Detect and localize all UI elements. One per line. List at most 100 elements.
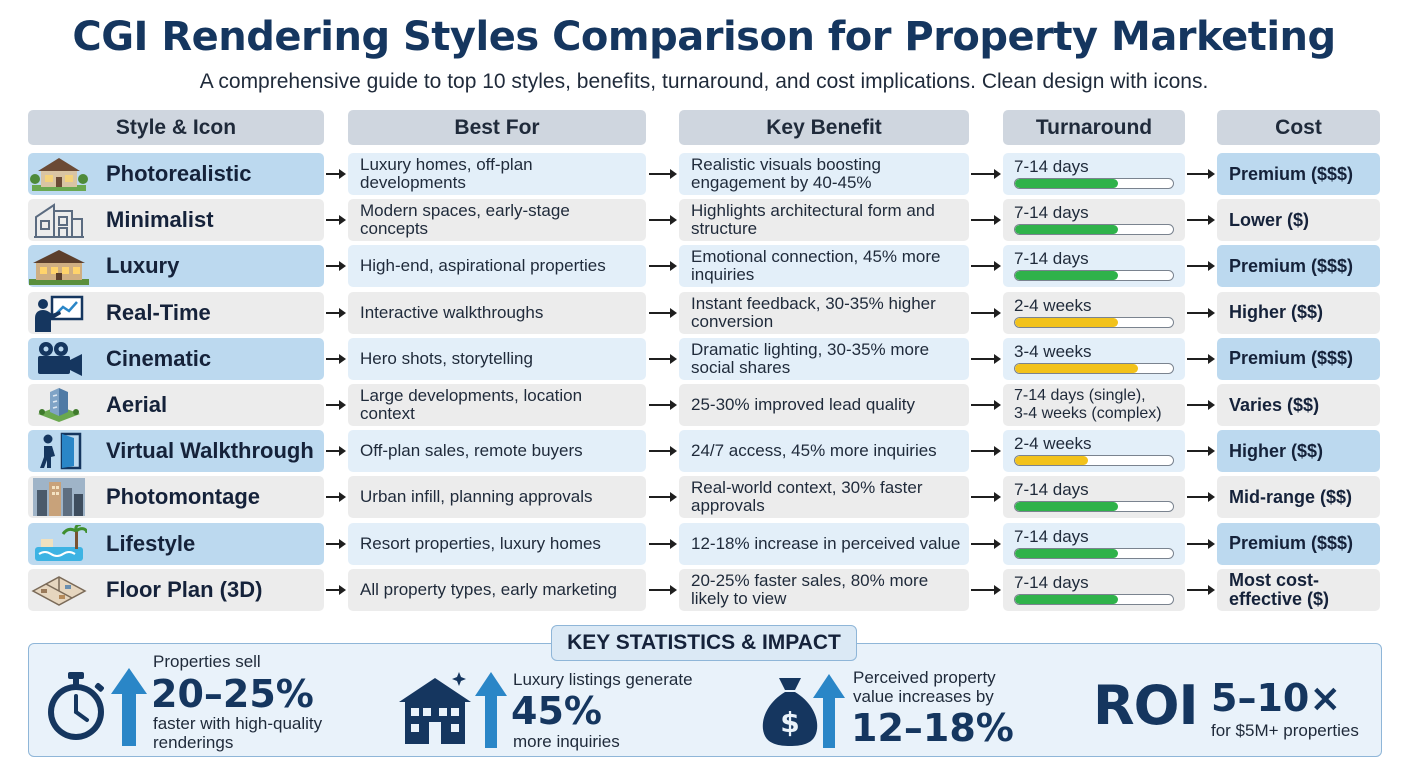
arrow-icon [1187, 400, 1215, 410]
benefit-cell: 12-18% increase in perceived value [679, 522, 969, 565]
arrow-icon [326, 400, 346, 410]
up-arrow-icon [475, 672, 507, 748]
roi-label: ROI [1093, 674, 1199, 737]
stat1-value: 20–25% [151, 672, 314, 716]
turnaround-cell: 3-4 weeks [1003, 337, 1185, 380]
turnaround-bar [1014, 178, 1174, 189]
cost-cell: Mid-range ($$) [1217, 476, 1380, 519]
style-name: Lifestyle [106, 530, 196, 556]
benefit-cell: Highlights architectural form and struct… [679, 199, 969, 242]
presenter-icon [28, 292, 90, 334]
column-header-cost: Cost [1217, 110, 1380, 145]
arrow-icon [971, 261, 1001, 272]
stat1-post-text-2: renderings [153, 733, 234, 752]
turnaround-bar-fill [1015, 502, 1118, 512]
benefit-cell: Real-world context, 30% faster approvals [679, 476, 969, 519]
arrow-icon [971, 446, 1001, 457]
benefit-cell: 20-25% faster sales, 80% more likely to … [679, 568, 969, 611]
turnaround-bar-fill [1015, 548, 1118, 558]
best-for-text: Large developments, location context [360, 386, 583, 423]
style-name: Photomontage [106, 484, 260, 510]
best-for-text: High-end, aspirational properties [360, 256, 606, 276]
table-row: Photomontage Urban infill, planning appro… [0, 476, 1408, 519]
mansion-icon [28, 245, 90, 287]
turnaround-bar-fill [1015, 363, 1139, 373]
style-cell: Lifestyle [28, 522, 324, 565]
arrow-icon [1187, 169, 1215, 179]
cost-cell: Lower ($) [1217, 199, 1380, 242]
arrow-icon [326, 307, 346, 318]
style-cell: Real-Time [28, 291, 324, 334]
turnaround-cell: 7-14 days [1003, 568, 1185, 611]
best-for-text: Hero shots, storytelling [360, 348, 533, 368]
arrow-icon [326, 538, 346, 549]
turnaround-text: 7-14 days [1014, 249, 1089, 269]
table-row: Virtual Walkthrough Off-plan sales, remot… [0, 430, 1408, 473]
cost-cell: Higher ($$) [1217, 430, 1380, 473]
arrow-icon [326, 353, 346, 364]
style-name: Minimalist [106, 207, 214, 233]
turnaround-bar [1014, 593, 1174, 605]
turnaround-bar-fill [1015, 594, 1118, 604]
table-row: Cinematic Hero shots, storytelling Dramati… [0, 337, 1408, 380]
stat1-pre-text: Properties sell [153, 652, 261, 671]
turnaround-bar-fill [1015, 179, 1118, 188]
benefit-text: Dramatic lighting, 30-35% more social sh… [691, 339, 930, 377]
table-row: Real-Time Interactive walkthroughs Instant… [0, 291, 1408, 334]
house-photo-icon [28, 153, 90, 195]
isometric-tower-icon [28, 384, 90, 426]
arrow-icon [326, 261, 346, 272]
turnaround-cell: 2-4 weeks [1003, 430, 1185, 473]
best-for-text: All property types, early marketing [360, 579, 617, 599]
arrow-icon [1187, 353, 1215, 364]
style-cell: Minimalist [28, 199, 324, 242]
arrow-icon [971, 353, 1001, 364]
cost-text: Premium ($$$) [1229, 533, 1354, 554]
cost-cell: Varies ($$) [1217, 384, 1380, 426]
cost-cell: Premium ($$$) [1217, 245, 1380, 288]
arrow-icon [649, 169, 677, 179]
turnaround-bar [1014, 224, 1174, 236]
arrow-icon [326, 584, 346, 595]
benefit-text: Realistic visuals boosting engagement by… [691, 155, 881, 192]
best-for-text: Modern spaces, early-stage concepts [360, 201, 570, 239]
turnaround-text: 7-14 days (single), [1014, 387, 1146, 404]
best-for-cell: Interactive walkthroughs [348, 291, 646, 334]
table-row: Aerial Large developments, location conte… [0, 384, 1408, 426]
style-cell: Photomontage [28, 476, 324, 519]
benefit-text: Instant feedback, 30-35% higher conversi… [691, 293, 936, 331]
arrow-icon [1187, 538, 1215, 549]
person-door-icon [28, 430, 90, 472]
table-row: Lifestyle Resort properties, luxury homes… [0, 522, 1408, 565]
benefit-text: Highlights architectural form and struct… [691, 201, 935, 239]
table-row: Photorealistic Luxury homes, off-plan dev… [0, 153, 1408, 195]
style-name: Cinematic [106, 345, 212, 371]
arrow-icon [1187, 446, 1215, 457]
arrow-icon [649, 446, 677, 457]
turnaround-cell: 7-14 days [1003, 245, 1185, 288]
arrow-icon [971, 584, 1001, 595]
city-photo-icon [28, 476, 90, 518]
turnaround-bar-fill [1015, 456, 1088, 466]
stat3-value: 12–18% [851, 706, 1014, 750]
arrow-icon [326, 169, 346, 179]
cost-text: Premium ($$$) [1229, 163, 1354, 184]
cost-text: Lower ($) [1229, 209, 1310, 230]
cost-cell: Premium ($$$) [1217, 153, 1380, 195]
stat2-value: 45% [511, 689, 602, 733]
style-cell: Luxury [28, 245, 324, 288]
turnaround-text-2: 3-4 weeks (complex) [1014, 405, 1162, 422]
stat3-pre-text: Perceived property [853, 668, 996, 687]
cost-cell: Premium ($$$) [1217, 522, 1380, 565]
arrow-icon [649, 400, 677, 410]
arrow-icon [649, 584, 677, 595]
style-name: Luxury [106, 253, 180, 279]
arrow-icon [326, 492, 346, 503]
money-bag-icon: $ [762, 678, 818, 746]
cost-text: Most cost-effective ($) [1229, 569, 1330, 609]
arrow-icon [971, 538, 1001, 549]
cost-text: Premium ($$$) [1229, 348, 1354, 369]
cost-text: Varies ($$) [1229, 394, 1320, 415]
benefit-text: 12-18% increase in perceived value [691, 533, 961, 553]
arrow-icon [971, 400, 1001, 410]
